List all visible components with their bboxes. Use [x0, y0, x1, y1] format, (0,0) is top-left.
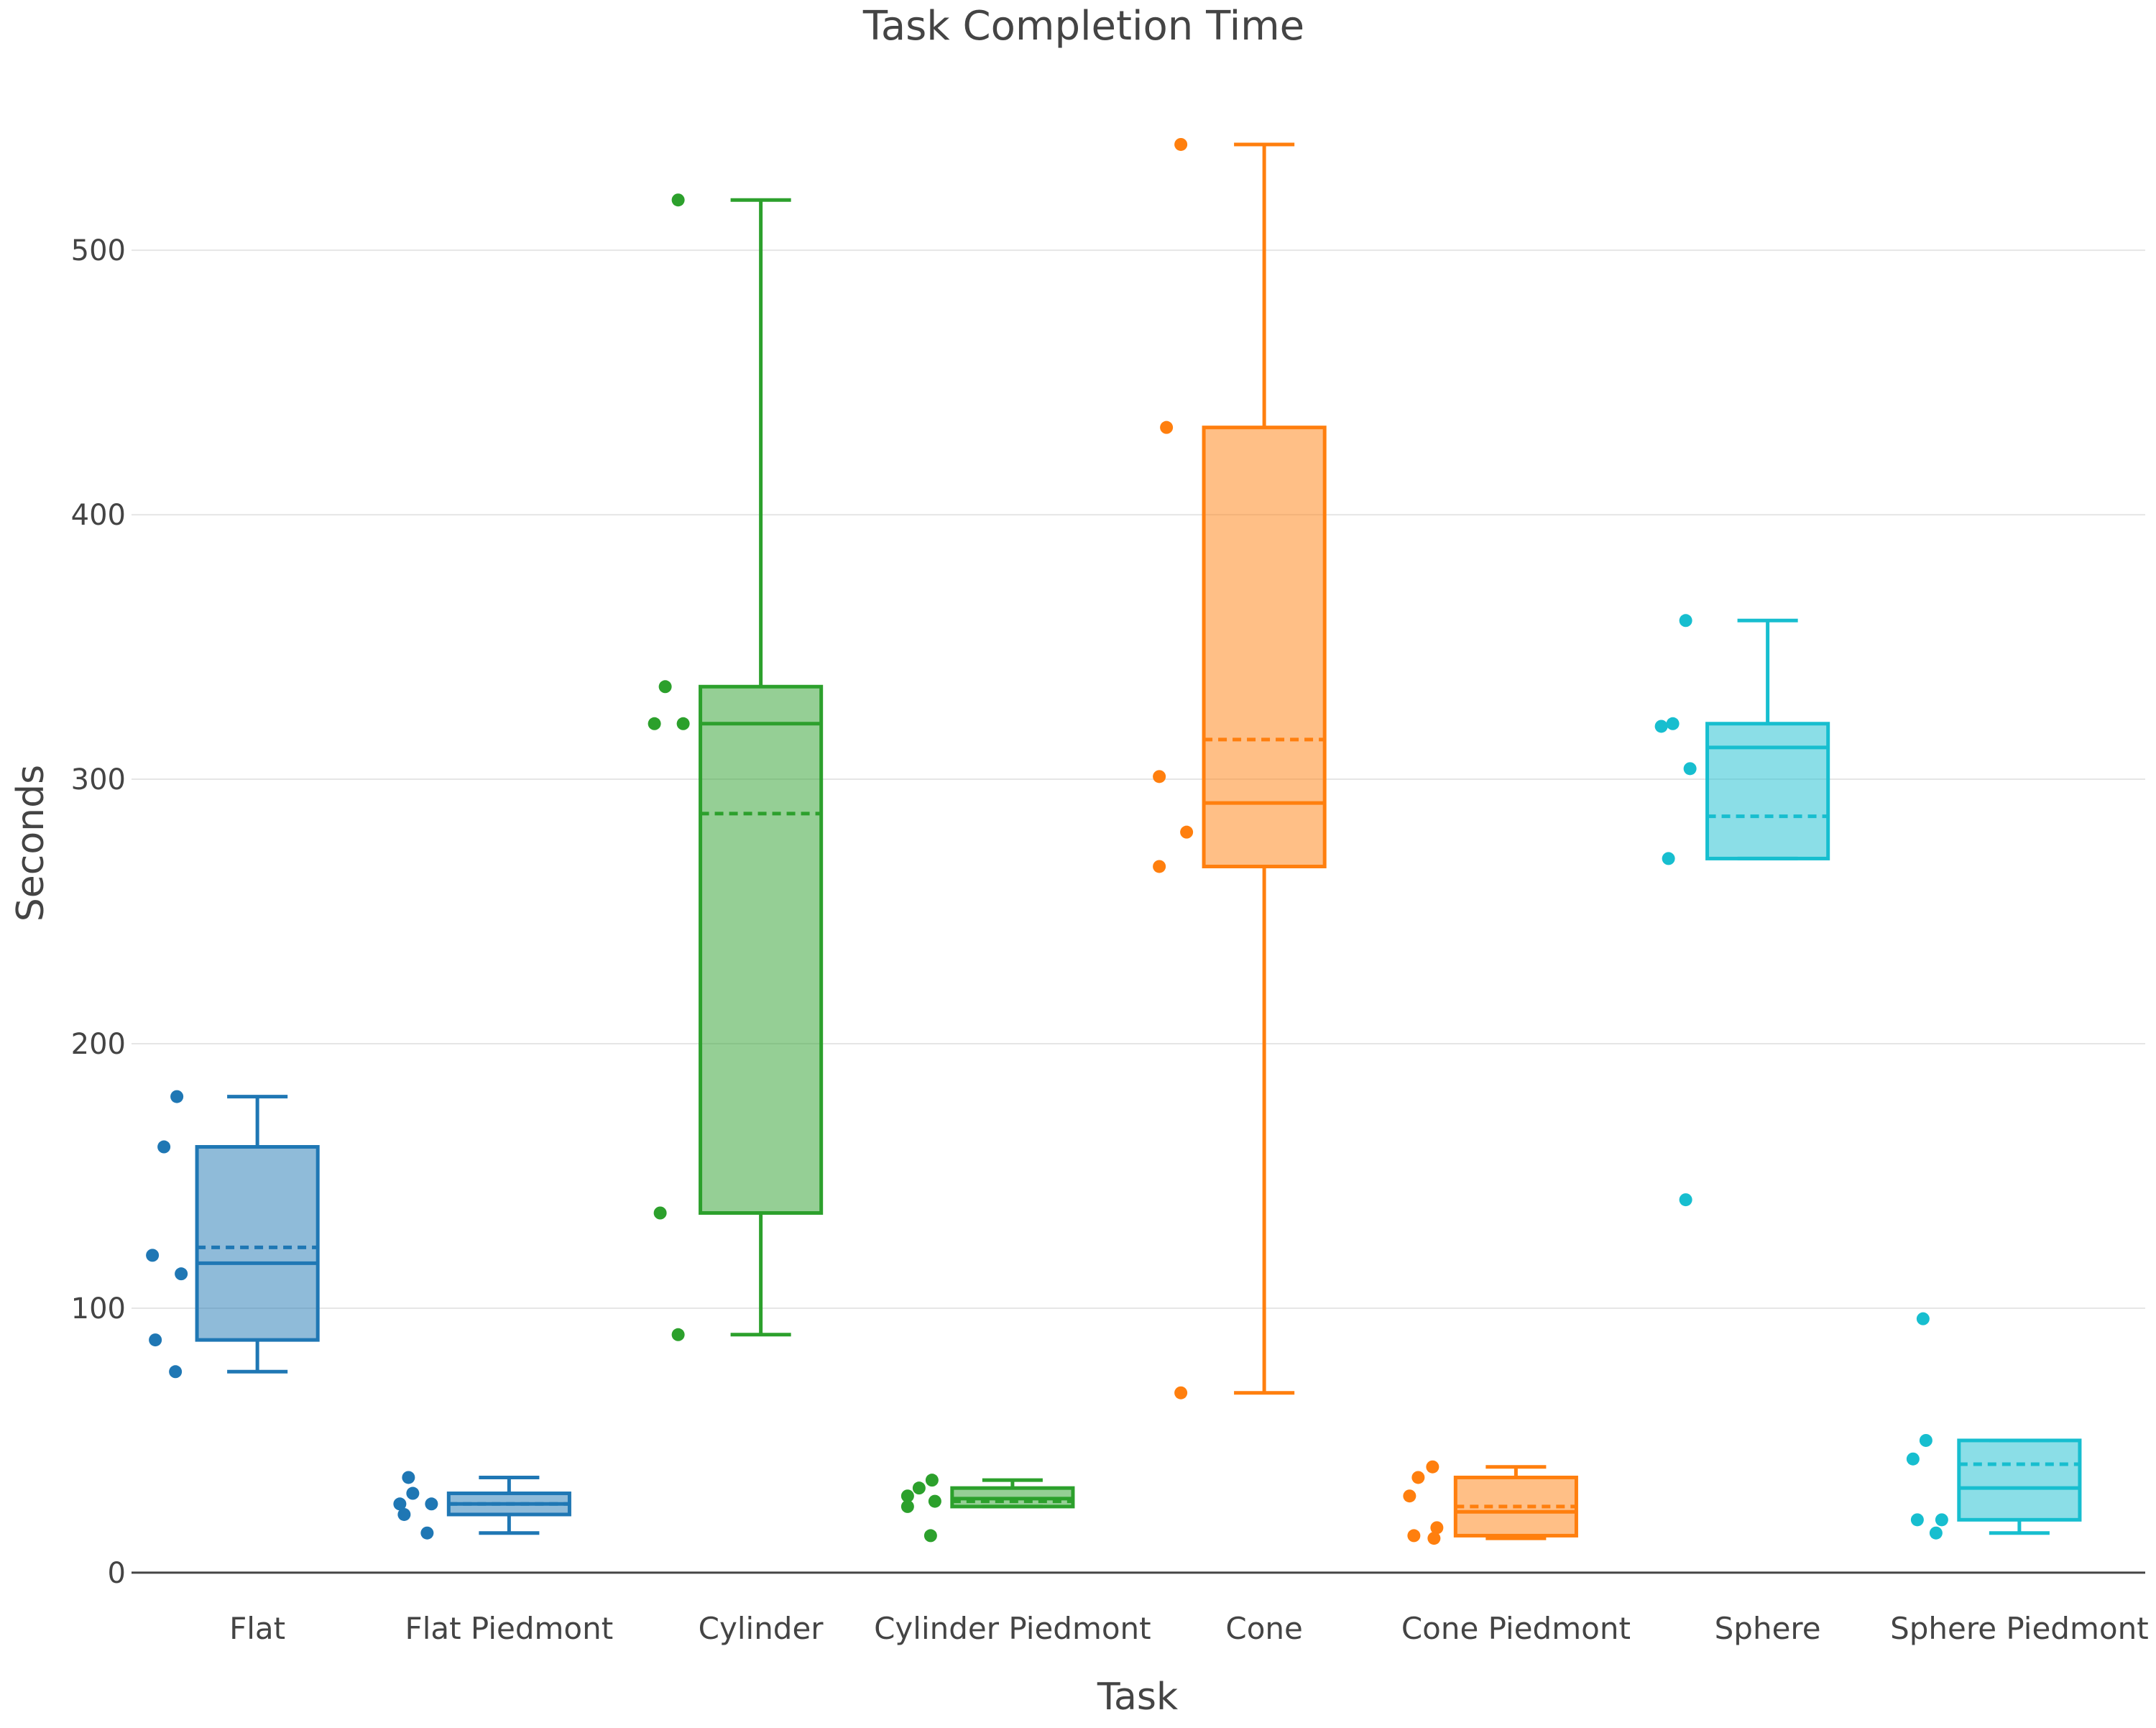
data-point — [175, 1267, 188, 1281]
data-point — [1666, 717, 1680, 730]
data-point — [648, 717, 661, 730]
data-point — [406, 1486, 420, 1500]
data-point — [1427, 1532, 1441, 1545]
data-point — [925, 1474, 939, 1487]
data-point — [1683, 762, 1697, 776]
data-point — [1654, 720, 1668, 733]
data-point — [653, 1206, 667, 1220]
data-point — [1153, 770, 1166, 783]
y-tick-label: 400 — [71, 499, 126, 532]
iqr-box — [1957, 1438, 2082, 1522]
data-point — [420, 1526, 434, 1540]
data-point — [1919, 1433, 1932, 1447]
data-point — [425, 1497, 438, 1511]
y-tick-label: 0 — [108, 1557, 126, 1590]
data-point — [928, 1494, 941, 1508]
iqr-box — [699, 684, 824, 1215]
data-point — [1426, 1460, 1439, 1474]
data-point — [397, 1507, 411, 1521]
grid-layer — [132, 249, 2145, 1309]
chart-title: Task Completion Time — [862, 3, 1304, 50]
data-point — [1174, 137, 1188, 151]
data-point — [900, 1499, 914, 1513]
y-tick-label: 500 — [71, 234, 126, 267]
data-point — [169, 1365, 183, 1379]
x-tick-label: Cylinder Piedmont — [874, 1611, 1151, 1646]
data-point — [1160, 420, 1174, 434]
data-point — [393, 1497, 407, 1511]
data-point — [1407, 1529, 1421, 1543]
x-tick-label: Flat Piedmont — [405, 1611, 614, 1646]
data-point — [1679, 1193, 1692, 1207]
y-tick-label: 200 — [71, 1028, 126, 1061]
data-point — [1679, 614, 1692, 628]
data-point — [912, 1481, 926, 1495]
data-point — [1411, 1471, 1425, 1484]
data-point — [923, 1529, 937, 1543]
data-point — [671, 193, 685, 207]
y-tick-label: 100 — [71, 1292, 126, 1325]
x-tick-label: Cone — [1225, 1611, 1302, 1646]
point-layer — [146, 137, 1948, 1545]
x-tick-label: Sphere — [1715, 1611, 1821, 1646]
data-point — [1430, 1521, 1444, 1535]
data-point — [1910, 1513, 1924, 1527]
x-axis-label: Task — [1097, 1676, 1178, 1719]
data-point — [1935, 1513, 1948, 1527]
y-tick-label: 300 — [71, 763, 126, 796]
data-point — [676, 717, 690, 730]
data-point — [1916, 1312, 1930, 1325]
data-point — [1929, 1526, 1943, 1540]
data-point — [1153, 860, 1166, 873]
axis-layer: 0 100 200 300 400 500 Flat Flat Piedmont Cylinde… — [71, 234, 2149, 1646]
data-point — [1906, 1452, 1920, 1466]
iqr-box — [195, 1145, 320, 1342]
iqr-box — [1202, 426, 1327, 868]
data-point — [900, 1489, 914, 1503]
x-tick-label: Cone Piedmont — [1401, 1611, 1631, 1646]
box-layer — [195, 142, 2082, 1540]
data-point — [146, 1249, 160, 1262]
data-point — [170, 1090, 184, 1103]
data-point — [658, 680, 672, 694]
data-point — [1403, 1489, 1416, 1503]
x-tick-label: Flat — [229, 1611, 285, 1646]
data-point — [1180, 825, 1194, 839]
data-point — [157, 1140, 171, 1154]
iqr-box — [1705, 722, 1830, 860]
x-tick-label: Cylinder — [699, 1611, 824, 1646]
data-point — [149, 1333, 162, 1347]
data-point — [1662, 852, 1675, 865]
data-point — [1174, 1386, 1188, 1400]
x-tick-label: Sphere Piedmont — [1890, 1611, 2149, 1646]
data-point — [671, 1328, 685, 1341]
data-point — [402, 1471, 415, 1484]
y-axis-label: Seconds — [9, 765, 52, 922]
